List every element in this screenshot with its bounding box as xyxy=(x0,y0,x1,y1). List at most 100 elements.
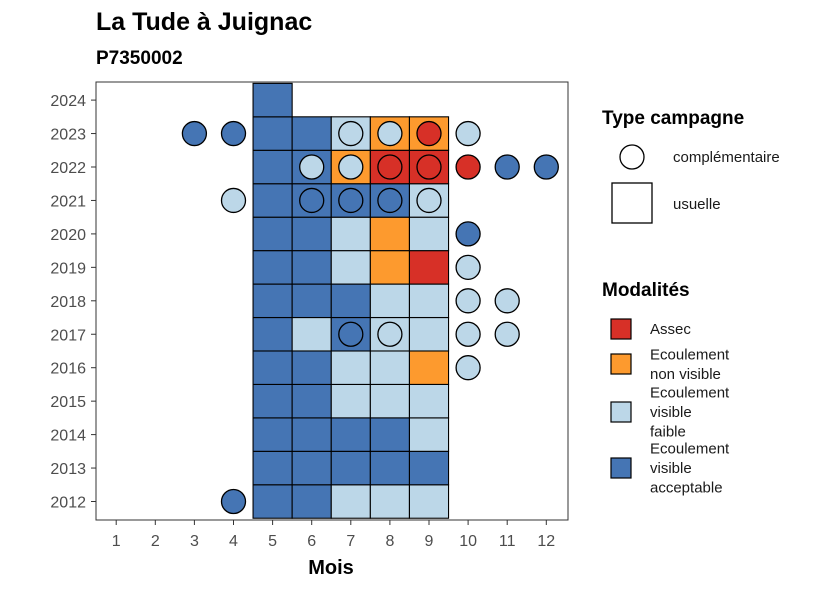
tile-2013-7 xyxy=(330,450,371,486)
tile-2016-8 xyxy=(369,350,411,385)
tile-2016-9 xyxy=(408,350,450,385)
point-2022-9 xyxy=(416,154,442,180)
x-tick-label: 10 xyxy=(459,533,477,550)
tile-2019-5 xyxy=(252,250,293,285)
tile-2014-7 xyxy=(330,417,371,452)
tile-2018-6 xyxy=(291,283,332,319)
tile-2012-6 xyxy=(291,484,332,519)
legend-swatch xyxy=(610,353,632,375)
point-2016-10 xyxy=(455,355,481,381)
legend-modalite-label: Ecoulement xyxy=(650,346,730,363)
y-tick-label: 2017 xyxy=(50,327,86,344)
y-tick-label: 2013 xyxy=(50,461,86,478)
point-2023-7 xyxy=(338,120,364,147)
tile-2013-6 xyxy=(291,450,332,486)
tile-2020-7 xyxy=(330,216,371,252)
tile-2022-5 xyxy=(252,149,293,185)
tile-2017-5 xyxy=(252,316,293,352)
x-axis: 1 2 3 4 5 6 7 8 9 10 11 12 xyxy=(112,520,555,550)
point-2018-10 xyxy=(455,288,481,314)
point-2022-6 xyxy=(299,154,325,180)
legend-swatch xyxy=(610,457,632,479)
legend-swatch xyxy=(610,318,632,340)
point-2018-11 xyxy=(494,288,520,314)
legend-square-swatch xyxy=(611,182,653,224)
x-tick-label: 12 xyxy=(537,533,555,550)
y-tick-label: 2018 xyxy=(50,294,86,311)
tile-2014-6 xyxy=(291,417,332,452)
tile-2017-9 xyxy=(408,316,450,352)
legend-complementaire-label: complémentaire xyxy=(673,149,780,166)
point-2022-10 xyxy=(455,154,481,180)
x-tick-label: 5 xyxy=(268,533,277,550)
point-2021-6 xyxy=(299,187,325,214)
tile-2015-9 xyxy=(408,383,450,419)
legend-modalite-label: Ecoulement xyxy=(650,385,730,402)
point-2023-9 xyxy=(416,120,442,147)
point-2019-10 xyxy=(455,254,481,281)
tile-2012-7 xyxy=(330,484,371,519)
x-tick-label: 6 xyxy=(307,533,316,550)
point-2021-9 xyxy=(416,187,442,214)
tile-2015-6 xyxy=(291,383,332,419)
tile-2014-5 xyxy=(252,417,293,452)
chart-title: La Tude à Juignac xyxy=(96,8,312,36)
tile-2012-5 xyxy=(252,484,293,519)
tile-2018-5 xyxy=(252,283,293,319)
tile-2021-5 xyxy=(252,183,293,218)
point-2021-7 xyxy=(338,187,364,214)
legend-swatch xyxy=(610,401,632,423)
point-2021-4 xyxy=(220,187,247,214)
point-2022-8 xyxy=(377,154,403,180)
y-tick-label: 2015 xyxy=(50,394,86,411)
complementaire-points xyxy=(181,120,559,515)
legend-modalite-label: non visible xyxy=(650,366,721,383)
point-2023-10 xyxy=(455,120,481,147)
tile-2019-9 xyxy=(408,250,450,285)
tile-2013-9 xyxy=(408,450,450,486)
x-tick-label: 4 xyxy=(229,533,238,550)
tile-2020-6 xyxy=(291,216,332,252)
tile-2014-8 xyxy=(369,417,411,452)
x-tick-label: 7 xyxy=(346,533,355,550)
x-tick-label: 8 xyxy=(385,533,394,550)
y-tick-label: 2014 xyxy=(50,428,86,445)
tile-2023-5 xyxy=(252,116,293,151)
tile-2019-8 xyxy=(369,250,411,285)
tile-2012-9 xyxy=(408,484,450,519)
x-tick-label: 1 xyxy=(112,533,121,550)
y-axis: 2012 2013 2014 2015 2016 2017 2018 2019 2020 2021… xyxy=(50,93,96,512)
tile-2015-8 xyxy=(369,383,411,419)
point-2021-8 xyxy=(377,187,403,214)
x-axis-title: Mois xyxy=(308,557,354,579)
tile-2015-5 xyxy=(252,383,293,419)
tile-2020-5 xyxy=(252,216,293,252)
legend-modalites-title: Modalités xyxy=(602,280,690,301)
legend-modalite-label: visible xyxy=(650,460,692,477)
tile-2018-8 xyxy=(369,283,411,319)
tile-2012-8 xyxy=(369,484,411,519)
tile-2016-5 xyxy=(252,350,293,385)
legend-modalite-label: Assec xyxy=(650,321,691,338)
point-2017-7 xyxy=(338,321,364,347)
usuelle-tiles xyxy=(252,82,450,519)
y-tick-label: 2020 xyxy=(50,227,86,244)
y-tick-label: 2019 xyxy=(50,260,86,277)
tile-2019-6 xyxy=(291,250,332,285)
tile-2017-6 xyxy=(291,316,332,352)
point-2017-8 xyxy=(377,321,403,347)
y-tick-label: 2021 xyxy=(50,193,86,210)
x-tick-label: 9 xyxy=(425,533,434,550)
tile-2020-8 xyxy=(369,216,411,252)
legend-modalites: Modalités Assec Ecoulement non visible Ecou… xyxy=(602,280,730,497)
point-2023-3 xyxy=(181,120,208,147)
point-2022-7 xyxy=(338,154,364,180)
tile-2013-8 xyxy=(369,450,411,486)
y-tick-label: 2012 xyxy=(50,495,86,512)
point-2023-4 xyxy=(220,120,247,147)
y-tick-label: 2022 xyxy=(50,160,86,177)
legend-modalite-label: faible xyxy=(650,424,686,441)
plot-area xyxy=(95,81,569,521)
point-2022-12 xyxy=(533,154,559,180)
